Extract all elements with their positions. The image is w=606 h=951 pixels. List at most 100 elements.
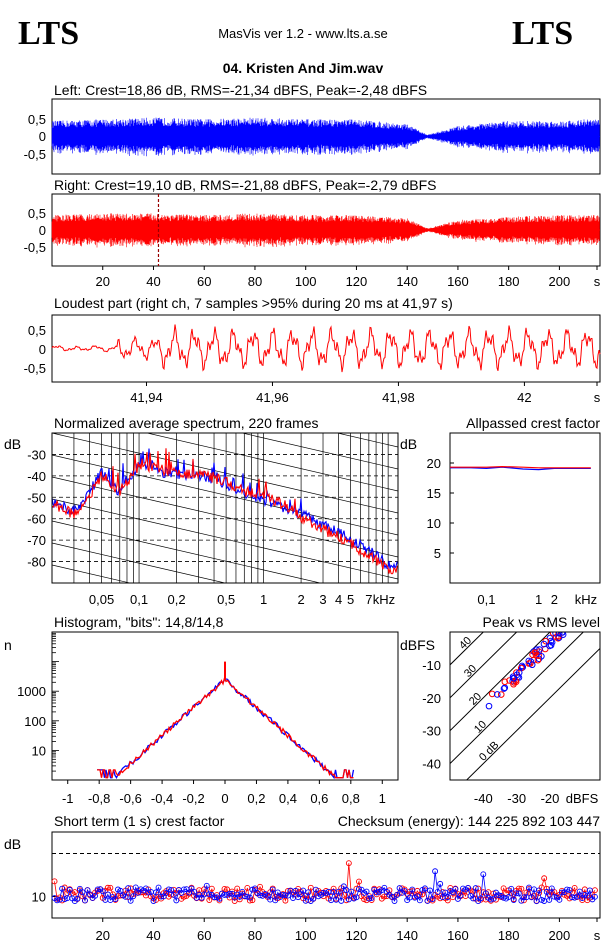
st-point	[424, 898, 431, 904]
st-point	[510, 897, 517, 903]
st-point	[221, 885, 228, 892]
st-point	[401, 888, 408, 895]
allpass-xtick-0: 0,1	[477, 592, 495, 607]
st-point	[305, 889, 312, 896]
hist-ytick-2: 10	[32, 743, 46, 758]
spectrum-slope-10	[52, 520, 322, 583]
spectrum-left-trace	[52, 448, 398, 570]
right-xtick-7: 160	[447, 274, 469, 289]
peak-rms-point	[540, 640, 548, 648]
spectrum-xtick-6: 3	[319, 592, 326, 607]
allpass-yaxis: 20 15 10 5	[427, 456, 454, 561]
spectrum-xtick-7: 4	[335, 592, 342, 607]
st-point	[571, 884, 578, 891]
spectrum-slope-5	[145, 433, 398, 492]
st-point	[584, 892, 591, 899]
peak-rms-point	[535, 655, 543, 663]
peak-rms-frame	[449, 631, 601, 781]
spectrum-slope-9	[52, 498, 398, 580]
spectrum-ytick-2: -50	[27, 490, 46, 505]
histogram-ylabel: n	[4, 637, 12, 653]
left-waveform-plot: 0,5 0 -0,5	[24, 98, 601, 175]
st-point	[310, 895, 317, 902]
right-ytick-1: 0	[39, 223, 46, 238]
st-point	[416, 897, 423, 904]
spectrum-title: Normalized average spectrum, 220 frames	[54, 415, 319, 431]
peak-rms-ytick-0: -10	[422, 658, 441, 673]
right-xtick-1: 40	[146, 274, 160, 289]
peak-rms-diag-label-1: 30	[462, 663, 479, 680]
st-point	[274, 889, 281, 896]
right-xtick-4: 100	[295, 274, 317, 289]
st-point	[284, 892, 291, 899]
st-point	[340, 891, 347, 898]
loudest-ytick-0: 0,5	[28, 323, 46, 338]
peak-rms-xaxis: -40 -30 -20 dBFS	[474, 791, 599, 806]
spectrum-slope-1	[52, 323, 398, 403]
allpass-xtick-3: kHz	[575, 592, 597, 607]
spectrum-slope-12	[52, 564, 132, 583]
right-xtick-2: 60	[197, 274, 211, 289]
st-point	[241, 893, 248, 900]
peak-rms-point	[525, 657, 533, 665]
hist-xtick-7: 0,4	[279, 791, 297, 806]
allpass-series	[450, 465, 591, 471]
hist-xtick-1: -0,8	[88, 791, 110, 806]
st-point	[168, 887, 175, 894]
right-xtick-8: 180	[498, 274, 520, 289]
peak-rms-xtick-0: -40	[474, 791, 493, 806]
peak-rms-point	[547, 641, 555, 649]
st-point	[127, 897, 134, 904]
spectrum-slope-3	[335, 433, 398, 448]
left-wave-title: Left: Crest=18,86 dB, RMS=-21,34 dBFS, P…	[54, 82, 427, 98]
hist-xtick-4: -0,2	[182, 791, 204, 806]
st-point	[470, 895, 477, 902]
st-point	[252, 885, 258, 892]
st-point	[272, 897, 279, 904]
st-point	[54, 897, 61, 904]
peak-rms-point	[559, 632, 567, 638]
right-xtick-10: s	[594, 274, 601, 289]
peak-rms-point	[555, 632, 563, 637]
left-ytick-1: 0	[39, 129, 46, 144]
peak-rms-point	[532, 649, 539, 657]
peak-rms-plot: 40 30 20 10 0 dB -10 -20 -30 -40 -40 -30 -20 dBFS	[422, 631, 601, 806]
short-term-frame	[51, 831, 601, 919]
st-point	[99, 888, 106, 895]
peak-rms-yaxis: -10 -20 -30 -40	[422, 658, 441, 772]
st-point	[234, 885, 241, 892]
st-point	[394, 891, 400, 898]
st-left-trace	[54, 871, 596, 903]
st-point	[427, 887, 433, 894]
peak-rms-xtick-2: -20	[541, 791, 560, 806]
short-term-xaxis: 20 40 60 80 100 120 140 160 180 200 s	[96, 918, 601, 943]
st-point	[381, 893, 388, 900]
st-point	[153, 889, 159, 896]
hist-xtick-8: 0,6	[310, 791, 328, 806]
left-wave-series	[51, 117, 600, 157]
st-right-trace	[54, 863, 596, 903]
loudest-xtick-2: 41,98	[382, 390, 415, 405]
spectrum-ylabel: dB	[4, 436, 21, 452]
st-point	[264, 892, 271, 899]
st-point	[203, 882, 210, 889]
right-xtick-5: 120	[346, 274, 368, 289]
peak-rms-point	[534, 656, 542, 664]
st-point	[566, 887, 573, 894]
loudest-plot: 0,5 0 -0,5 41,94 41,96 41,98 42 s	[24, 314, 601, 405]
allpass-right-trace	[450, 465, 591, 469]
st-point	[312, 886, 319, 893]
spectrum-series	[52, 448, 398, 575]
st-point	[165, 886, 172, 893]
st-point	[79, 893, 86, 900]
peak-rms-diag-label-4: 0 dB	[477, 739, 501, 763]
peak-rms-point	[528, 661, 536, 669]
right-wave-series	[51, 194, 600, 266]
st-point	[591, 887, 598, 894]
peak-rms-title: Peak vs RMS level	[483, 614, 600, 630]
st-point	[381, 884, 388, 891]
st-point	[208, 885, 215, 892]
st-point	[206, 891, 213, 898]
loudest-xaxis: 41,94 41,96 41,98 42 s	[130, 382, 601, 405]
allpass-ytick-2: 10	[427, 516, 441, 531]
